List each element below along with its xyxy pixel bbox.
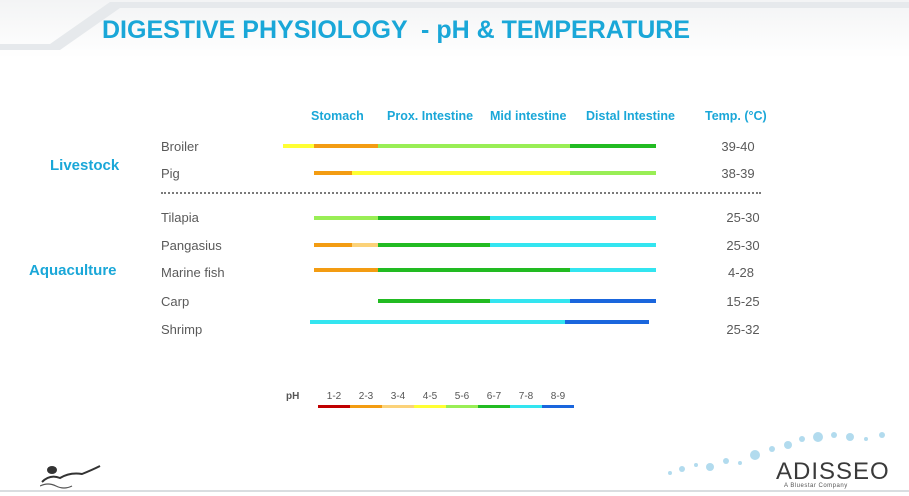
slide-title: DIGESTIVE PHYSIOLOGY - pH & TEMPERATURE xyxy=(102,16,691,44)
column-header-mid-intestine: Mid intestine xyxy=(490,109,567,123)
ph-scale-swatch-2-3 xyxy=(350,405,382,408)
ph-scale-label-2-3: 2-3 xyxy=(358,391,374,402)
ph-scale-swatch-6-7 xyxy=(478,405,510,408)
temp-value-pangasius: 25-30 xyxy=(726,238,760,253)
ph-scale-label-1-2: 1-2 xyxy=(326,391,342,402)
ph-scale-label-6-7: 6-7 xyxy=(486,391,502,402)
species-label-tilapia: Tilapia xyxy=(161,210,199,225)
group-divider xyxy=(161,192,761,194)
group-label-livestock: Livestock xyxy=(50,157,120,174)
temp-value-tilapia: 25-30 xyxy=(726,210,760,225)
adisseo-logo: ADISSEO xyxy=(776,458,890,485)
ph-scale-label-3-4: 3-4 xyxy=(390,391,406,402)
column-header-distal-intestine: Distal Intestine xyxy=(586,109,675,123)
species-label-shrimp: Shrimp xyxy=(161,322,203,337)
temp-value-marine-fish: 4-28 xyxy=(727,265,755,280)
species-label-marine-fish: Marine fish xyxy=(161,265,225,280)
column-header-temperature: Temp. (°C) xyxy=(705,109,767,123)
bubbles-decoration xyxy=(668,432,885,475)
ph-scale-swatch-4-5 xyxy=(414,405,446,408)
ph-scale-swatch-5-6 xyxy=(446,405,478,408)
column-header-prox-intestine: Prox. Intestine xyxy=(387,109,474,123)
ph-scale-label-5-6: 5-6 xyxy=(454,391,470,402)
group-label-aquaculture: Aquaculture xyxy=(29,262,117,279)
ph-scale-swatch-8-9 xyxy=(542,405,574,408)
header-band xyxy=(0,0,909,58)
species-label-broiler: Broiler xyxy=(161,139,199,154)
ph-scale-title: pH xyxy=(286,391,300,402)
ph-scale-label-7-8: 7-8 xyxy=(518,391,534,402)
species-label-pig: Pig xyxy=(161,166,180,181)
header-swoosh xyxy=(0,2,909,50)
ph-scale-label-4-5: 4-5 xyxy=(422,391,438,402)
column-header-stomach: Stomach xyxy=(311,109,364,123)
ph-scale-swatch-7-8 xyxy=(510,405,542,408)
adisseo-tagline: A Bluestar Company xyxy=(784,483,848,489)
species-label-pangasius: Pangasius xyxy=(161,238,222,253)
species-label-carp: Carp xyxy=(161,294,190,309)
ph-scale-swatch-1-2 xyxy=(318,405,350,408)
temp-value-pig: 38-39 xyxy=(721,166,755,181)
ph-scale-label-8-9: 8-9 xyxy=(550,391,566,402)
swimmer-figure-icon xyxy=(40,465,101,489)
footer-line xyxy=(0,490,909,492)
temp-value-carp: 15-25 xyxy=(726,294,760,309)
temp-value-shrimp: 25-32 xyxy=(726,322,760,337)
ph-scale-swatch-3-4 xyxy=(382,405,414,408)
temp-value-broiler: 39-40 xyxy=(721,139,755,154)
